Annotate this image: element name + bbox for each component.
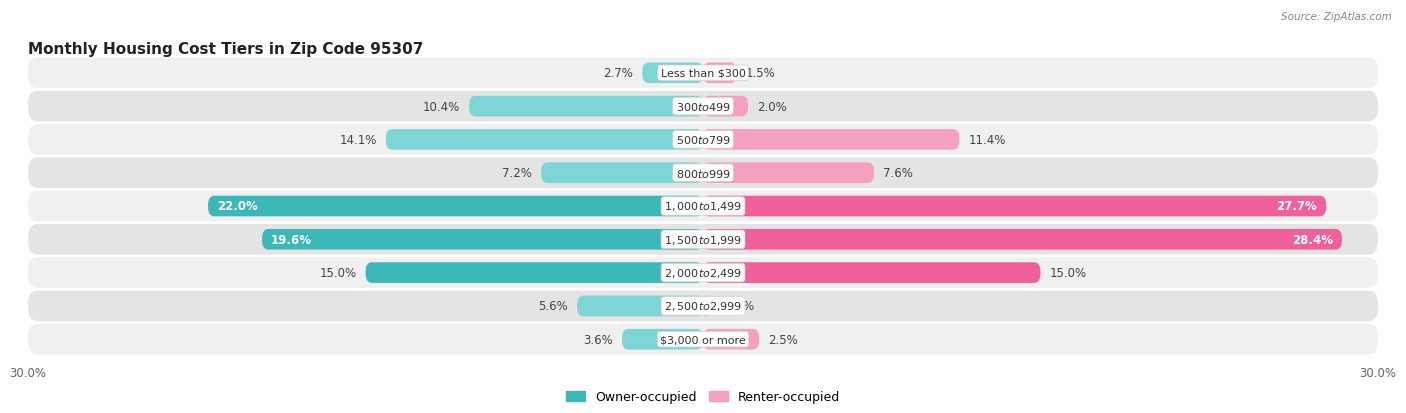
Text: $1,000 to $1,499: $1,000 to $1,499 <box>664 200 742 213</box>
Text: 27.7%: 27.7% <box>1277 200 1317 213</box>
Text: $2,500 to $2,999: $2,500 to $2,999 <box>664 300 742 313</box>
Text: 3.6%: 3.6% <box>583 333 613 346</box>
Text: 2.5%: 2.5% <box>768 333 799 346</box>
Text: 5.6%: 5.6% <box>538 300 568 313</box>
Text: $300 to $499: $300 to $499 <box>675 101 731 113</box>
FancyBboxPatch shape <box>621 329 703 350</box>
FancyBboxPatch shape <box>643 63 703 84</box>
Text: 15.0%: 15.0% <box>1049 266 1087 280</box>
FancyBboxPatch shape <box>703 130 959 150</box>
Text: 19.6%: 19.6% <box>271 233 312 246</box>
FancyBboxPatch shape <box>28 191 1378 222</box>
FancyBboxPatch shape <box>28 92 1378 122</box>
FancyBboxPatch shape <box>703 196 1326 217</box>
FancyBboxPatch shape <box>385 130 703 150</box>
FancyBboxPatch shape <box>208 196 703 217</box>
Text: 15.0%: 15.0% <box>319 266 357 280</box>
Text: $2,000 to $2,499: $2,000 to $2,499 <box>664 266 742 280</box>
FancyBboxPatch shape <box>28 291 1378 321</box>
Legend: Owner-occupied, Renter-occupied: Owner-occupied, Renter-occupied <box>561 385 845 408</box>
Text: Less than $300: Less than $300 <box>661 69 745 78</box>
Text: 0.25%: 0.25% <box>717 300 755 313</box>
FancyBboxPatch shape <box>262 229 703 250</box>
Text: 28.4%: 28.4% <box>1292 233 1333 246</box>
Text: 2.7%: 2.7% <box>603 67 633 80</box>
FancyBboxPatch shape <box>28 158 1378 189</box>
Text: 22.0%: 22.0% <box>217 200 257 213</box>
Text: 11.4%: 11.4% <box>969 133 1005 147</box>
Text: Monthly Housing Cost Tiers in Zip Code 95307: Monthly Housing Cost Tiers in Zip Code 9… <box>28 42 423 57</box>
FancyBboxPatch shape <box>28 58 1378 89</box>
Text: 10.4%: 10.4% <box>423 100 460 113</box>
Text: 7.6%: 7.6% <box>883 167 912 180</box>
FancyBboxPatch shape <box>541 163 703 183</box>
FancyBboxPatch shape <box>28 224 1378 255</box>
Text: 14.1%: 14.1% <box>339 133 377 147</box>
FancyBboxPatch shape <box>703 63 737 84</box>
FancyBboxPatch shape <box>576 296 703 316</box>
FancyBboxPatch shape <box>28 324 1378 355</box>
FancyBboxPatch shape <box>703 329 759 350</box>
Text: $1,500 to $1,999: $1,500 to $1,999 <box>664 233 742 246</box>
Text: 2.0%: 2.0% <box>756 100 787 113</box>
FancyBboxPatch shape <box>703 229 1341 250</box>
FancyBboxPatch shape <box>28 125 1378 155</box>
FancyBboxPatch shape <box>703 263 1040 283</box>
FancyBboxPatch shape <box>470 97 703 117</box>
FancyBboxPatch shape <box>703 163 875 183</box>
FancyBboxPatch shape <box>366 263 703 283</box>
FancyBboxPatch shape <box>703 296 709 316</box>
FancyBboxPatch shape <box>703 97 748 117</box>
Text: $3,000 or more: $3,000 or more <box>661 335 745 344</box>
Text: $800 to $999: $800 to $999 <box>675 167 731 179</box>
FancyBboxPatch shape <box>28 258 1378 288</box>
Text: $500 to $799: $500 to $799 <box>675 134 731 146</box>
Text: 7.2%: 7.2% <box>502 167 531 180</box>
Text: Source: ZipAtlas.com: Source: ZipAtlas.com <box>1281 12 1392 22</box>
Text: 1.5%: 1.5% <box>745 67 776 80</box>
